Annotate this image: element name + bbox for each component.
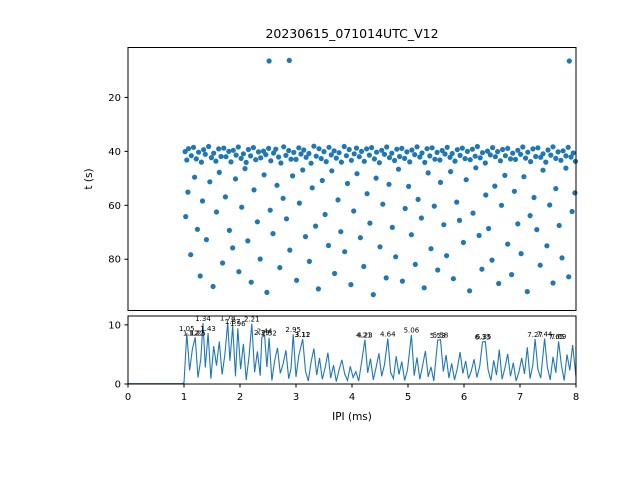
bottom-axes: 1.05 1.431.121.221.25 1.34 1.781.87 2.211.96… — [108, 314, 579, 423]
bottom-y-ticks: 0 10 — [108, 320, 128, 391]
peak-label: 4.64 — [380, 330, 396, 338]
tick-label: 1 — [181, 392, 187, 403]
peak-label: 2.21 — [244, 316, 260, 324]
peak-label: 1.87 — [225, 318, 241, 326]
peak-label: 6.33 — [475, 334, 491, 342]
tick-label: 4 — [349, 392, 355, 403]
peak-label: 1.96 — [230, 320, 246, 328]
peak-label: 5.53 — [430, 332, 446, 340]
peak-label: 1.34 — [195, 315, 211, 323]
peak-annotations: 1.05 1.431.121.221.25 1.34 1.781.87 2.211.96… — [179, 314, 566, 341]
peak-label: 4.21 — [356, 332, 372, 340]
peak-label: 1.05 — [179, 325, 195, 333]
top-axes: 20 40 60 80 t (s) — [83, 47, 579, 311]
x-axis-label: IPI (ms) — [332, 411, 372, 423]
peak-label: 1.25 — [190, 330, 206, 338]
tick-label: 10 — [108, 320, 121, 331]
scatter-points — [182, 57, 579, 298]
peak-label: 7.27 — [527, 331, 543, 339]
peak-label: 7.65 — [549, 333, 565, 341]
peak-label: 3.12 — [295, 331, 311, 339]
top-axes-frame — [127, 47, 577, 311]
peak-label: 3.11 — [294, 331, 310, 339]
tick-label: 3 — [293, 392, 299, 403]
ipi-line — [128, 322, 576, 384]
peak-label: 1.78 — [220, 314, 236, 322]
tick-label: 80 — [108, 255, 121, 266]
peak-label: 5.06 — [404, 327, 420, 335]
tick-label: 60 — [108, 201, 121, 212]
peak-label: 2.95 — [285, 326, 301, 334]
peak-label: 1.22 — [189, 330, 205, 338]
tick-label: 5 — [405, 392, 411, 403]
peak-label: 1.43 — [200, 325, 216, 333]
x-ticks: 0 1 2 3 4 5 6 7 8 — [125, 384, 579, 403]
tick-label: 8 — [573, 392, 579, 403]
tick-label: 0 — [125, 392, 131, 403]
tick-label: 20 — [108, 93, 121, 104]
peak-label: 7.69 — [551, 333, 567, 341]
peak-label: 4.23 — [357, 332, 373, 340]
tick-label: 40 — [108, 147, 121, 158]
tick-label: 7 — [517, 392, 523, 403]
peak-label: 2.44 — [257, 327, 273, 335]
tick-label: 2 — [237, 392, 243, 403]
peak-label: 6.35 — [476, 333, 492, 341]
tick-label: 6 — [461, 392, 467, 403]
peak-label: 2.39 — [254, 329, 270, 337]
chart-title: 20230615_071014UTC_V12 — [265, 26, 438, 41]
top-y-ticks: 20 40 60 80 — [108, 93, 128, 266]
peak-label: 5.58 — [433, 332, 449, 340]
peak-label: 2.52 — [261, 330, 277, 338]
peak-label: 1.12 — [183, 330, 199, 338]
tick-label: 0 — [115, 380, 121, 391]
peak-label: 7.44 — [537, 330, 553, 338]
y-axis-label: t (s) — [83, 168, 95, 189]
